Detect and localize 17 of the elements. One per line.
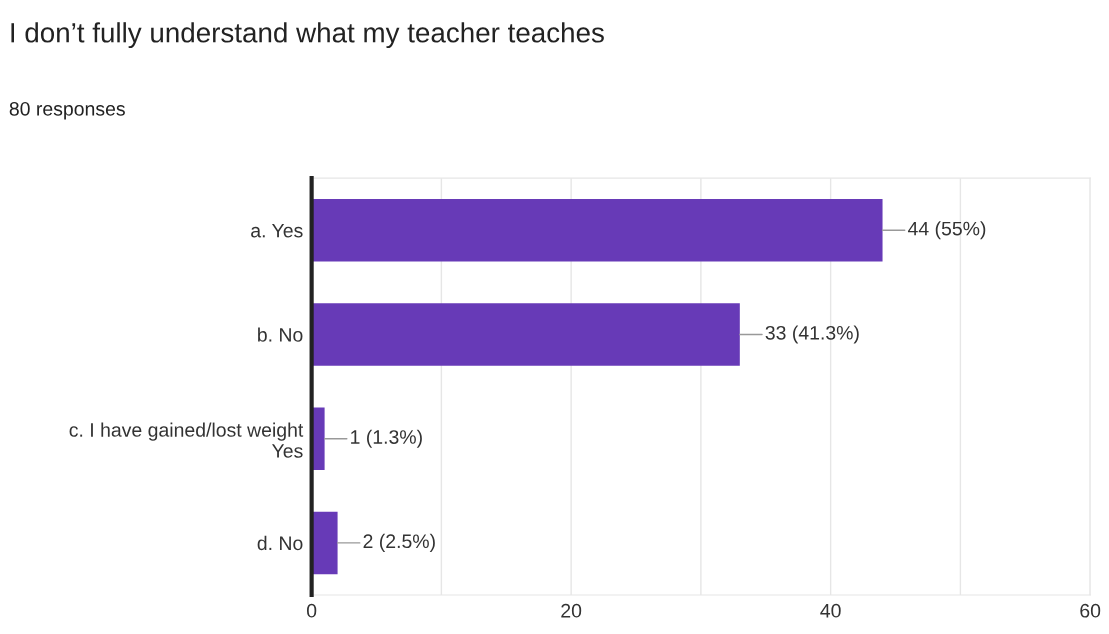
y-tick-label: d. No <box>257 535 303 551</box>
y-tick-label: b. No <box>258 327 303 342</box>
bar <box>311 303 740 366</box>
chart-title: I don’t fully understand what my teacher teaches <box>11 22 604 49</box>
y-tick-label: a. Yes <box>251 223 303 238</box>
x-tick-label: 60 <box>1080 603 1101 618</box>
y-tick-label: c. I have gained/lost weight Yes <box>69 422 304 458</box>
x-tick-label: 20 <box>561 603 582 618</box>
data-label: 1 (1.3%) <box>351 429 422 448</box>
data-label: 33 (41.3%) <box>765 325 859 344</box>
bar <box>311 199 883 262</box>
text: 80 responses <box>9 101 125 120</box>
data-label: 44 (55%) <box>907 221 986 240</box>
x-tick-label: 40 <box>820 603 841 618</box>
bar <box>311 511 338 575</box>
x-tick-label: 0 <box>306 603 317 618</box>
data-label: 2 (2.5%) <box>363 533 435 552</box>
